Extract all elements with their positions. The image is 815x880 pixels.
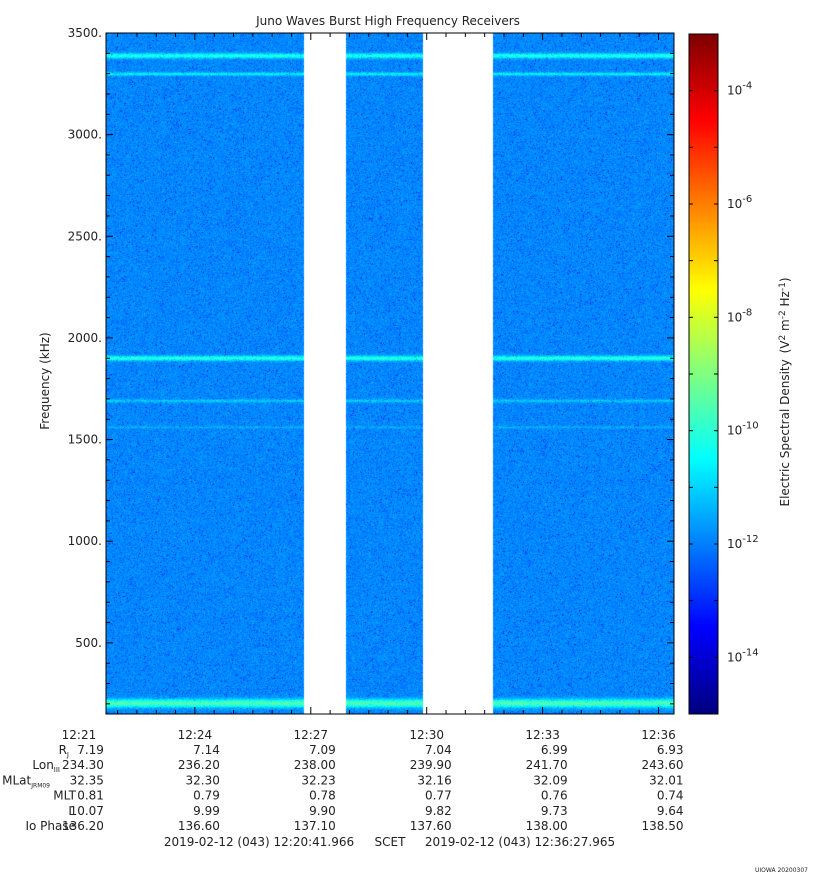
ephemeris-row-label: LonIII	[32, 758, 60, 774]
ephemeris-table: 7.19 7.14 7.09 7.04 6.99 6.93 234.30 236.20 238.…	[62, 743, 684, 833]
y-axis-label: Frequency (kHz)	[38, 332, 52, 429]
colorbar-label-text: Electric Spectral Density	[778, 359, 792, 506]
ephemeris-value: 6.99	[541, 743, 568, 757]
ephemeris-row-label: RJ	[59, 743, 69, 759]
ephemeris-value: 7.19	[77, 743, 104, 757]
ephemeris-value: 0.77	[425, 789, 452, 803]
ephemeris-value: 9.82	[425, 804, 452, 818]
y-tick-label: 2500.	[68, 229, 102, 243]
colorbar-tick-label: 10-12	[727, 534, 759, 551]
colorbar-tick-label: 10-6	[727, 194, 752, 211]
ephemeris-value: 137.60	[410, 819, 452, 833]
y-tick-label: 500.	[75, 636, 102, 650]
y-tick-label: 2000.	[68, 331, 102, 345]
ephemeris-row-label: MLT	[53, 789, 76, 803]
ephemeris-value: 236.20	[178, 758, 220, 772]
y-tick-label: 1500.	[68, 433, 102, 447]
colorbar-label-unit-open: (V	[778, 340, 792, 354]
chart-title: Juno Waves Burst High Frequency Receiver…	[255, 14, 520, 28]
ephemeris-value: 138.00	[526, 819, 568, 833]
y-axis: 500. 1000. 1500. 2000. 2500. 3000. 3500.	[68, 26, 674, 705]
colorbar-label-exp1: 2	[778, 335, 788, 341]
ephemeris-value: 234.30	[62, 758, 104, 772]
x-tick-label: 12:30	[409, 728, 444, 742]
ephemeris-value: 243.60	[642, 758, 684, 772]
ephemeris-row-label: MLatJRM09	[2, 773, 50, 789]
ephemeris-value: 7.14	[193, 743, 220, 757]
ephemeris-value: 136.60	[178, 819, 220, 833]
plot-frame	[105, 32, 675, 715]
ephemeris-value: 239.90	[410, 758, 452, 772]
ephemeris-value: 9.64	[657, 804, 684, 818]
time-span-start: 2019-02-12 (043) 12:20:41.966	[164, 835, 354, 849]
ephemeris-value: 0.74	[657, 789, 684, 803]
x-axis: 12:21 12:24 12:27 12:30 12:33 12:36	[62, 33, 676, 742]
x-tick-label: 12:24	[178, 728, 213, 742]
ephemeris-value: 138.50	[642, 819, 684, 833]
ephemeris-value: 10.07	[70, 804, 104, 818]
colorbar-tick-label: 10-8	[727, 307, 752, 324]
ephemeris-value: 137.10	[294, 819, 336, 833]
ephemeris-value: 6.93	[657, 743, 684, 757]
ephemeris-value: 32.23	[301, 773, 335, 787]
colorbar	[688, 33, 719, 715]
ephemeris-value: 9.99	[193, 804, 220, 818]
colorbar-tick-label: 10-4	[727, 81, 752, 98]
ephemeris-value: 7.04	[425, 743, 452, 757]
ephemeris-value: 32.35	[70, 773, 104, 787]
ephemeris-value: 0.79	[193, 789, 220, 803]
ephemeris-value: 7.09	[309, 743, 336, 757]
ephemeris-value: 32.09	[533, 773, 567, 787]
x-tick-label: 12:21	[62, 728, 97, 742]
ephemeris-value: 0.76	[541, 789, 568, 803]
colorbar-ticks: 10-14 10-12 10-10 10-8 10-6 10-4	[689, 33, 759, 715]
colorbar-gradient	[689, 34, 718, 714]
time-span-label: SCET	[375, 835, 407, 849]
time-span-end: 2019-02-12 (043) 12:36:27.965	[425, 835, 615, 849]
footer-stamp: UIOWA 20200307	[755, 867, 808, 874]
ephemeris-value: 9.73	[541, 804, 568, 818]
ephemeris-row-label: L	[68, 804, 75, 818]
y-tick-label: 1000.	[68, 534, 102, 548]
ephemeris-value: 241.70	[526, 758, 568, 772]
spectrogram-image	[106, 33, 674, 714]
ephemeris-value: 238.00	[294, 758, 336, 772]
ephemeris-value: 32.16	[417, 773, 451, 787]
ephemeris-row-label: Io Phase	[25, 819, 76, 833]
ephemeris-value: 0.78	[309, 789, 336, 803]
y-tick-label: 3000.	[68, 128, 102, 142]
ephemeris-value: 32.30	[186, 773, 220, 787]
x-tick-label: 12:36	[641, 728, 676, 742]
y-tick-label: 3500.	[68, 26, 102, 40]
ephemeris-value: 136.20	[62, 819, 104, 833]
colorbar-tick-label: 10-14	[727, 647, 759, 664]
x-tick-label: 12:27	[293, 728, 328, 742]
colorbar-tick-label: 10-10	[727, 421, 759, 438]
colorbar-label: Electric Spectral Density (V2 m-2 Hz-1)	[778, 277, 792, 506]
ephemeris-value: 0.81	[77, 789, 104, 803]
ephemeris-value: 9.90	[309, 804, 336, 818]
x-tick-label: 12:33	[525, 728, 560, 742]
spectrogram-plot-area	[105, 32, 675, 715]
ephemeris-value: 32.01	[649, 773, 683, 787]
